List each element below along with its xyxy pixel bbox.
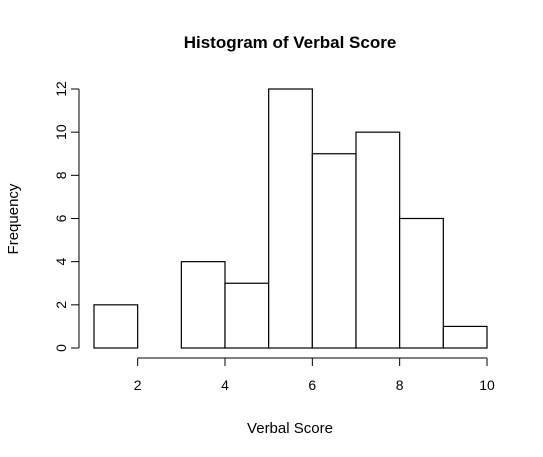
chart-title: Histogram of Verbal Score: [184, 33, 397, 52]
histogram-bar-0: [93, 304, 139, 349]
y-tick-label: 12: [53, 81, 69, 97]
x-axis: 2 4 6 8 10: [134, 357, 495, 393]
histogram-bars: [93, 88, 488, 349]
y-tick-label: 10: [53, 124, 69, 140]
histogram-bar-7: [399, 217, 444, 349]
histogram-bar-2: [180, 261, 226, 349]
y-tick-label: 6: [53, 214, 69, 222]
y-tick-label: 4: [53, 258, 69, 266]
y-tick-label: 8: [53, 171, 69, 179]
y-axis-label: Frequency: [5, 183, 22, 254]
histogram-bar-4: [268, 88, 313, 349]
x-axis-label: Verbal Score: [247, 420, 333, 437]
histogram-bar-3: [224, 282, 270, 349]
histogram-bar-5: [311, 153, 357, 349]
x-tick-label: 8: [396, 377, 404, 393]
x-tick-label: 2: [134, 377, 142, 393]
histogram-bar-8: [442, 325, 488, 349]
x-tick-label: 10: [479, 377, 495, 393]
y-tick-label: 0: [53, 344, 69, 352]
x-tick-label: 4: [221, 377, 229, 393]
y-tick-label: 2: [53, 301, 69, 309]
x-tick-label: 6: [308, 377, 316, 393]
histogram-bar-6: [355, 131, 401, 349]
y-axis: 0 2 4 6 8 10 12: [53, 81, 80, 352]
